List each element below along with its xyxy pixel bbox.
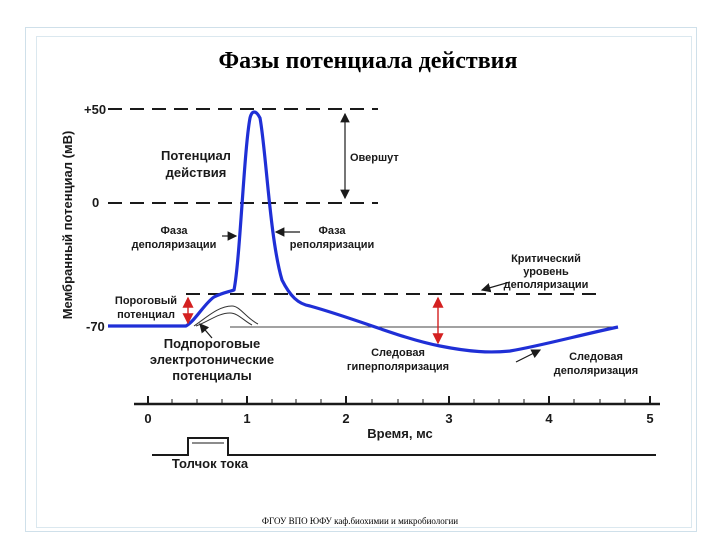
label-critical-2: уровень [523, 266, 569, 278]
y-tick-minus70: -70 [86, 319, 105, 334]
slide-title: Фазы потенциала действия [218, 48, 518, 74]
label-trace-depol-1: Следовая [569, 351, 623, 363]
subthreshold-curve-2 [195, 312, 253, 327]
stimulus-pulse [152, 437, 656, 456]
x-tick-5: 5 [646, 411, 653, 426]
label-threshold-1: Пороговый [115, 295, 177, 307]
slide-frame-inner [36, 36, 692, 528]
label-trace-hyper-2: гиперполяризация [347, 361, 449, 373]
title-bar [48, 40, 688, 90]
label-critical-3: деполяризации [504, 279, 589, 291]
critical-level-pointer [480, 281, 511, 293]
y-axis-label: Мембранный потенциал (мВ) [60, 131, 75, 320]
label-subthreshold-2: электротонические [150, 352, 274, 367]
slide-footer: ФГОУ ВПО ЮФУ каф.биохимии и микробиологи… [261, 516, 459, 526]
subthreshold-pointer [199, 323, 213, 339]
x-tick-4: 4 [545, 411, 553, 426]
stimulus-label: Толчок тока [172, 456, 249, 471]
label-depol-phase-2: деполяризации [132, 239, 217, 251]
x-tick-0: 0 [144, 411, 151, 426]
subthreshold-curve-1 [193, 305, 259, 327]
y-tick-0: 0 [92, 195, 99, 210]
label-overshoot: Овершут [350, 152, 399, 164]
x-axis-label: Время, мс [367, 426, 433, 441]
label-subthreshold-1: Подпороговые [164, 336, 261, 351]
label-threshold-2: потенциал [117, 309, 175, 321]
time-axis-ticks [147, 396, 651, 404]
x-tick-3: 3 [445, 411, 452, 426]
label-repol-phase-2: реполяризации [290, 239, 375, 251]
label-trace-depol-2: деполяризация [554, 365, 638, 377]
label-action-potential-1: Потенциал [161, 148, 231, 163]
action-potential-curve [108, 110, 619, 354]
trace-depol-pointer [515, 349, 542, 363]
x-tick-2: 2 [342, 411, 349, 426]
label-action-potential-2: действия [166, 165, 227, 180]
x-tick-1: 1 [243, 411, 250, 426]
label-repol-phase-1: Фаза [318, 225, 346, 237]
label-subthreshold-3: потенциалы [172, 368, 252, 383]
y-tick-plus50: +50 [84, 102, 106, 117]
label-depol-phase-1: Фаза [160, 225, 188, 237]
label-critical-1: Критический [511, 253, 581, 265]
label-trace-hyper-1: Следовая [371, 347, 425, 359]
diagram-panel [48, 90, 688, 485]
